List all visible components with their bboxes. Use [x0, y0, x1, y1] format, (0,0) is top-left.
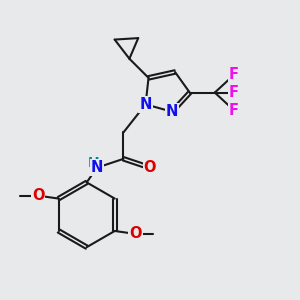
Text: N: N: [140, 97, 152, 112]
Text: F: F: [229, 85, 239, 100]
Text: O: O: [129, 226, 142, 242]
Text: F: F: [229, 103, 239, 118]
Text: N: N: [166, 104, 178, 119]
Text: O: O: [32, 188, 44, 203]
Text: F: F: [229, 68, 239, 82]
Text: N: N: [91, 160, 103, 175]
Text: H: H: [88, 156, 100, 170]
Text: O: O: [144, 160, 156, 175]
